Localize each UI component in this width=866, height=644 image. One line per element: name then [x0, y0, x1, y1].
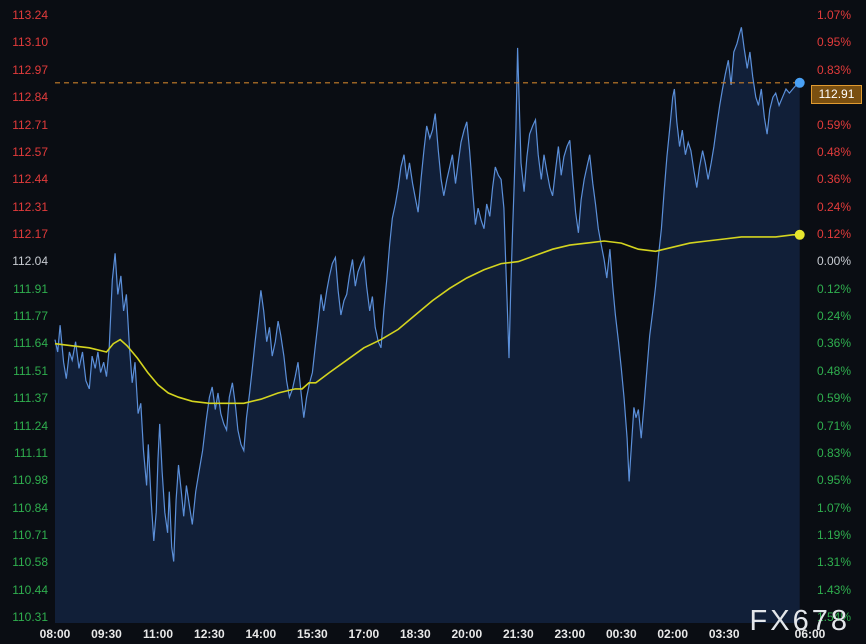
- y-axis-left-label: 112.97: [12, 62, 48, 77]
- y-axis-right-label: 0.24%: [817, 309, 852, 323]
- y-axis-left-label: 113.24: [12, 8, 48, 22]
- y-axis-right-label: 0.12%: [817, 281, 852, 296]
- y-axis-right-label: 0.36%: [817, 336, 852, 351]
- y-axis-left-label: 110.31: [12, 610, 48, 624]
- y-axis-left-label: 113.10: [12, 35, 48, 50]
- x-axis-time-label: 12:30: [194, 627, 225, 641]
- price-endpoint-dot: [794, 77, 805, 88]
- y-axis-right-label: 0.95%: [817, 35, 852, 50]
- y-axis-right-label: 0.95%: [817, 473, 852, 488]
- y-axis-right-label: 0.71%: [817, 418, 852, 433]
- x-axis-time-label: 23:00: [554, 627, 586, 641]
- y-axis-left-label: 112.57: [12, 144, 48, 159]
- y-axis-right-label: 1.54%: [817, 610, 852, 624]
- current-price-tag: 112.91: [811, 84, 862, 104]
- y-axis-left-label: 112.04: [12, 254, 48, 269]
- y-axis-left-label: 111.91: [13, 281, 48, 296]
- y-axis-right-label: 0.83%: [817, 62, 852, 77]
- y-axis-left-label: 112.17: [12, 226, 48, 241]
- y-axis-left-label: 110.71: [12, 527, 48, 542]
- y-axis-left-label: 111.51: [13, 363, 48, 378]
- y-axis-left-label: 111.64: [13, 336, 48, 351]
- x-axis-time-label: 06:00: [794, 627, 826, 641]
- y-axis-right-label: 0.36%: [817, 172, 852, 187]
- y-axis-left-label: 112.31: [12, 199, 48, 214]
- y-axis-left-label: 110.98: [12, 473, 48, 488]
- x-axis-time-label: 09:30: [91, 627, 122, 641]
- y-axis-right-label: 0.00%: [817, 254, 852, 269]
- price-area-fill: [55, 27, 800, 624]
- y-axis-right-label: 0.83%: [817, 445, 852, 460]
- x-axis-time-label: 15:30: [297, 627, 328, 641]
- y-axis-right-label: 1.07%: [817, 500, 852, 515]
- y-axis-right-label: 1.07%: [817, 8, 852, 22]
- x-axis-time-label: 00:30: [605, 627, 637, 641]
- y-axis-right-label: 0.12%: [817, 226, 852, 241]
- x-axis-time-label: 03:30: [708, 627, 740, 641]
- x-axis-time-label: 02:00: [657, 627, 689, 641]
- ma-endpoint-dot: [794, 229, 805, 240]
- x-axis-time-label: 18:30: [399, 627, 431, 641]
- y-axis-left-label: 112.84: [12, 90, 48, 105]
- y-axis-left-label: 111.37: [13, 391, 48, 406]
- watermark: FX678: [749, 605, 850, 637]
- x-axis-time-label: 14:00: [245, 627, 277, 641]
- y-axis-left-label: 111.11: [13, 445, 48, 460]
- y-axis-right-label: 0.48%: [817, 144, 852, 159]
- x-axis-time-label: 11:00: [142, 627, 174, 641]
- x-axis-time-label: 17:00: [348, 627, 380, 641]
- ma-line: [54, 234, 800, 405]
- x-axis-time-label: 21:30: [502, 627, 534, 641]
- y-axis-right-label: 0.48%: [817, 363, 852, 378]
- x-axis-time-label: 08:00: [39, 627, 71, 641]
- price-line: [54, 27, 801, 562]
- y-axis-left-label: 111.77: [13, 309, 48, 323]
- y-axis-right-label: 1.19%: [817, 527, 852, 542]
- y-axis-left-label: 110.44: [12, 582, 48, 597]
- y-axis-right-label: 0.59%: [817, 391, 852, 406]
- y-axis-left-label: 112.71: [12, 117, 48, 132]
- y-axis-left-label: 112.44: [12, 172, 48, 187]
- y-axis-left-label: 111.24: [13, 418, 48, 433]
- y-axis-left-label: 110.58: [12, 555, 48, 570]
- y-axis-right-label: 1.31%: [817, 555, 852, 570]
- y-axis-right-label: 0.24%: [817, 199, 852, 214]
- y-axis-left-label: 110.84: [12, 500, 48, 515]
- y-axis-right-label: 0.59%: [817, 117, 852, 132]
- y-axis-right-label: 1.43%: [817, 582, 852, 597]
- x-axis-time-label: 20:00: [451, 627, 483, 641]
